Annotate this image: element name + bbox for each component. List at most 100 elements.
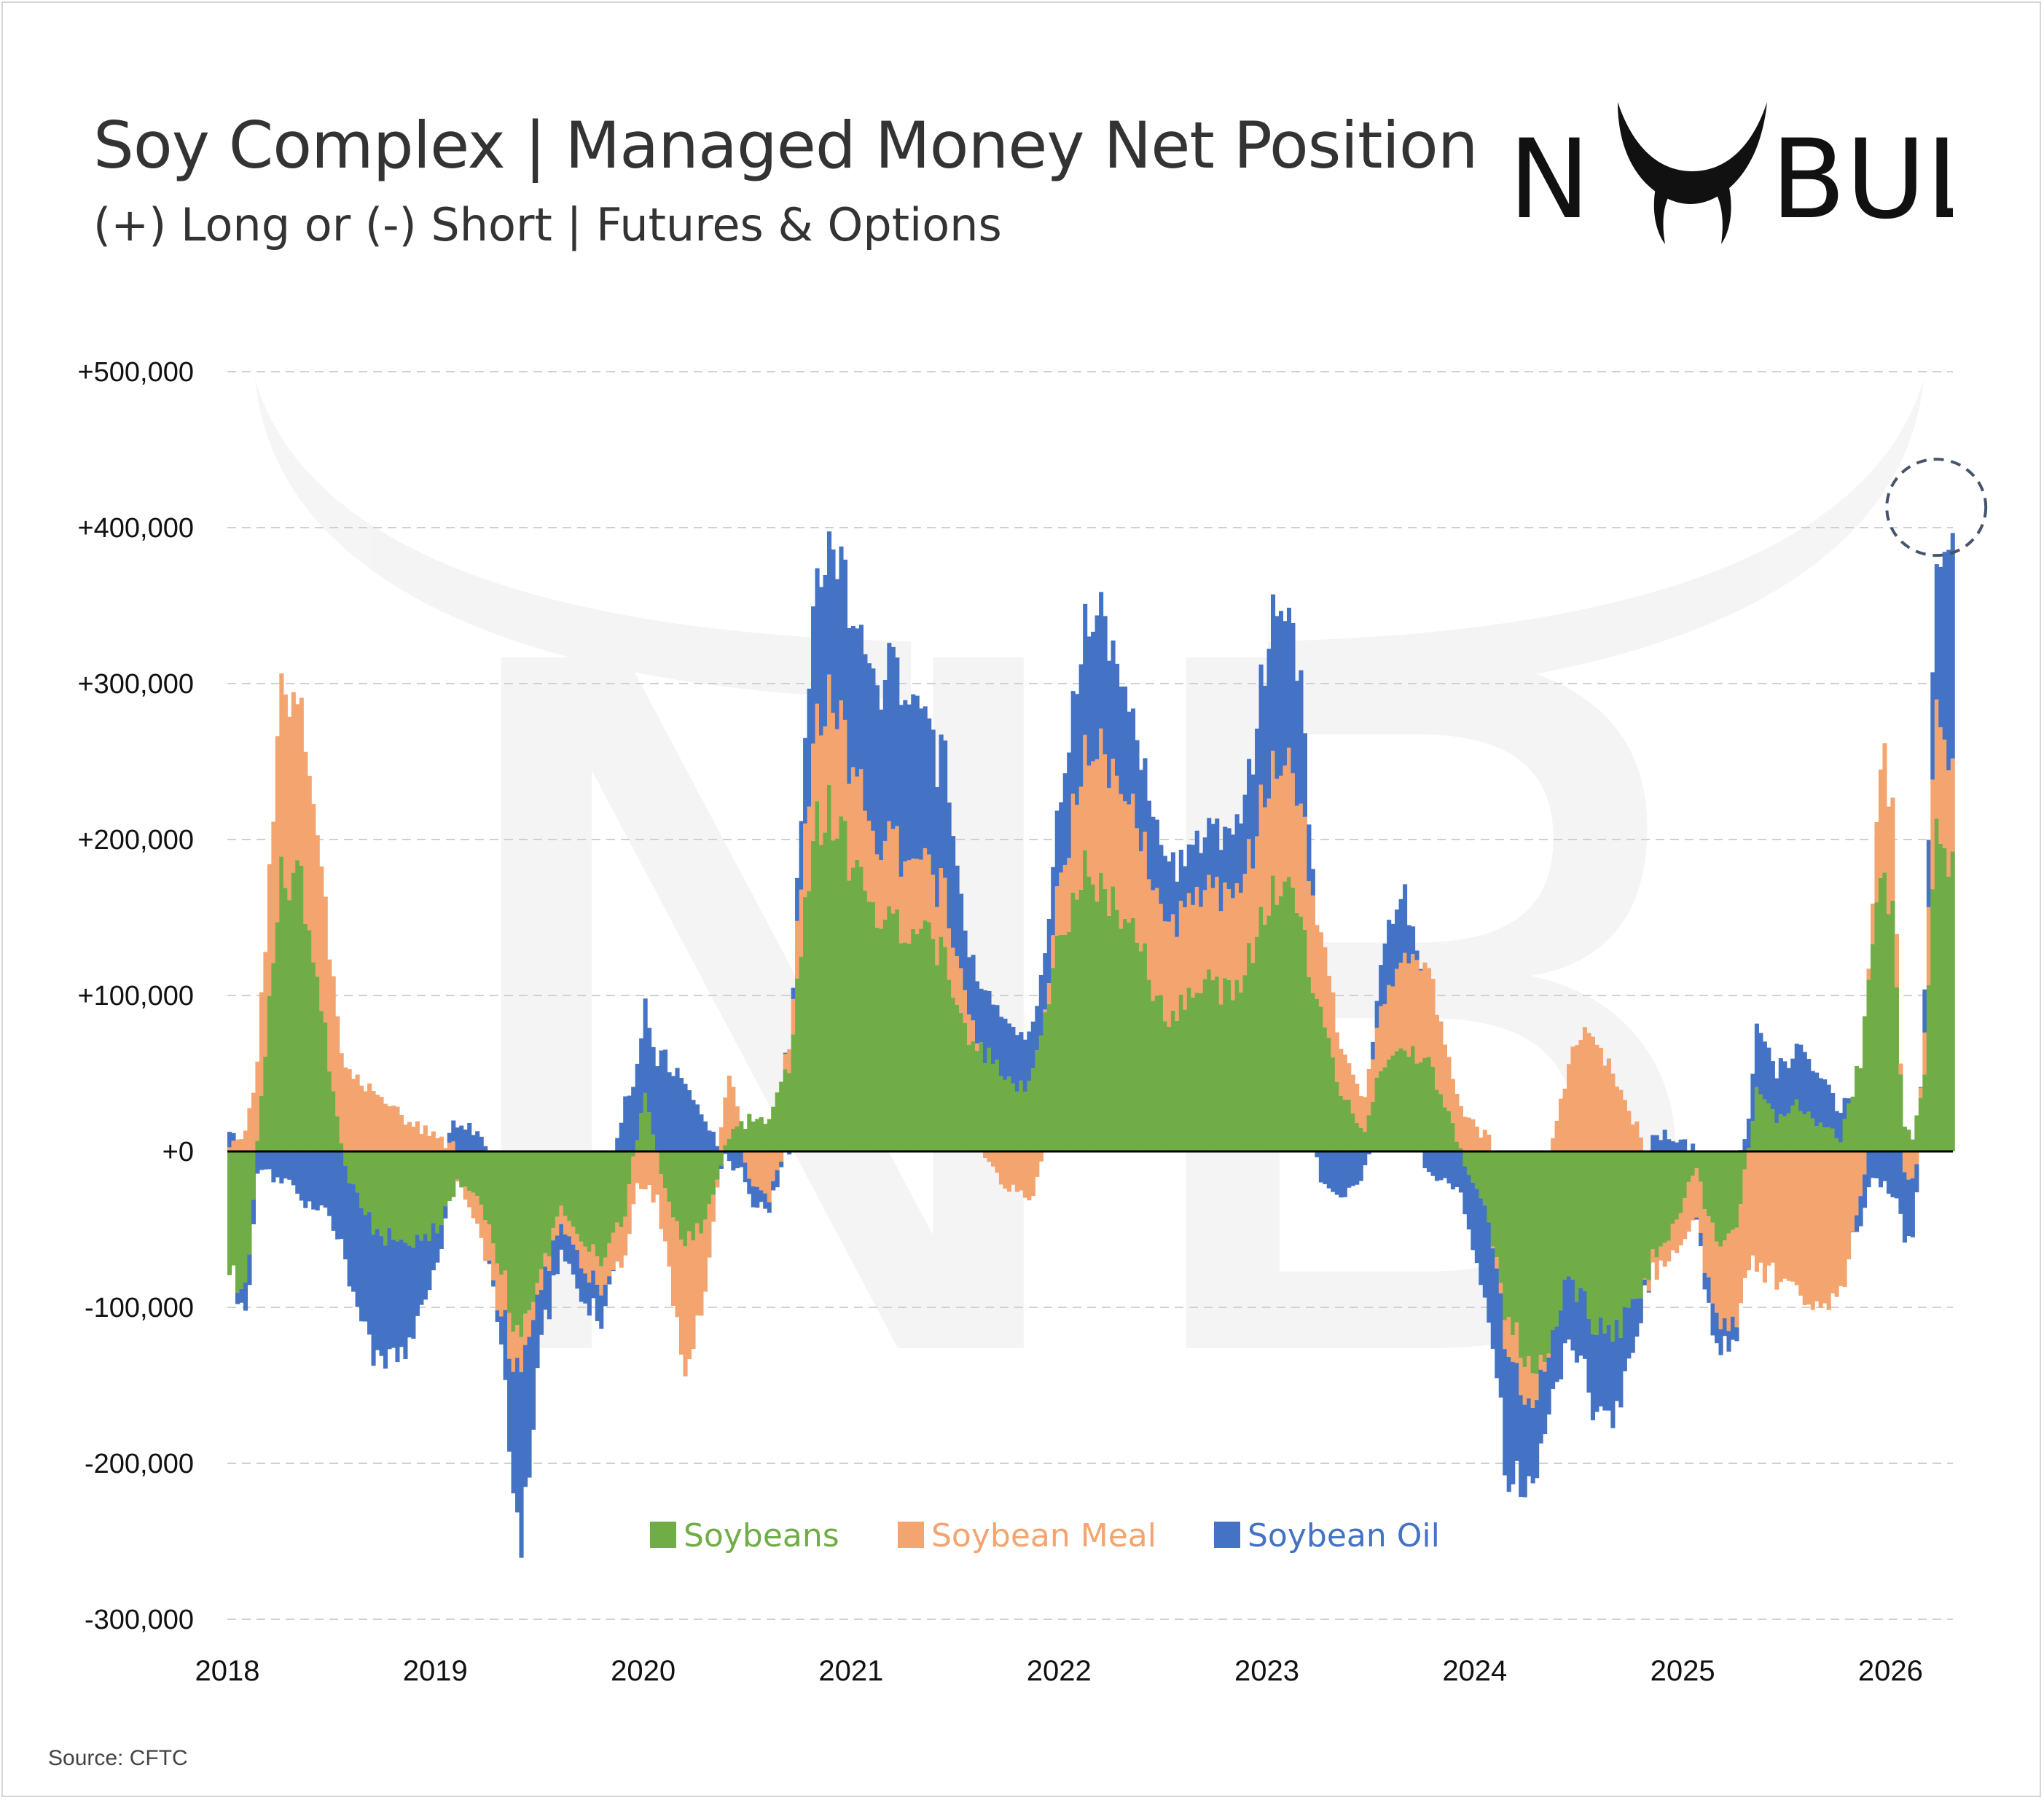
bar-segment [1659,1246,1664,1261]
bar-segment [1950,851,1955,1151]
bar-segment [1095,901,1100,1151]
bar-segment [1651,1135,1656,1151]
bar-segment [1882,1151,1887,1181]
bar-segment [1070,892,1076,1151]
bar-segment [1622,1151,1627,1307]
bar-segment [1715,1241,1720,1313]
bar-segment [475,1131,480,1151]
bar-segment [499,1275,504,1317]
bar-segment [483,1220,488,1261]
bar-segment [1794,1044,1799,1100]
bar-segment [1922,1074,1927,1151]
bar-segment [1874,1151,1879,1178]
bar-segment [1466,1117,1471,1151]
bar-segment [1538,1355,1543,1370]
bar-segment [819,587,824,736]
bar-segment [467,1191,472,1208]
bar-segment [619,1151,624,1228]
bar-segment [1099,592,1104,729]
bar-segment [755,1186,760,1208]
bar-segment [1675,1151,1680,1220]
bar-segment [607,1276,612,1285]
bar-segment [1691,1175,1696,1221]
bar-segment [495,1310,500,1322]
x-tick-label: 2022 [1027,1655,1092,1687]
bar-segment [998,1017,1003,1076]
bar-segment [1551,1151,1556,1330]
bar-segment [451,1120,456,1142]
bar-segment [947,979,952,1151]
bar-segment [1699,1233,1704,1247]
bar-segment [1278,896,1284,1151]
bar-segment [391,1239,396,1348]
bar-segment [1035,1006,1040,1051]
bar-segment [1770,1151,1775,1263]
bar-segment [1130,918,1136,1151]
bar-segment [799,889,804,957]
bar-segment [359,1085,364,1151]
bar-segment [1387,1059,1392,1151]
bar-segment [715,1179,720,1188]
bar-segment [1722,1151,1728,1241]
bar-segment [874,685,880,855]
bar-segment [671,1151,676,1218]
bar-segment [1223,882,1228,979]
bar-segment [1546,1151,1551,1354]
bar-segment [1059,934,1064,1151]
bar-segment [747,1178,752,1194]
bar-segment [1395,909,1400,969]
bar-segment [1003,1079,1008,1151]
bar-segment [467,1151,472,1191]
bar-segment [615,1222,620,1262]
bar-segment [1302,929,1307,1151]
bar-segment [1138,951,1144,1151]
bar-segment [1707,1277,1712,1303]
bar-segment [599,1295,604,1329]
legend-label: Soybean Oil [1248,1517,1440,1554]
bar-segment [1934,818,1939,1151]
bar-segment [1167,921,1172,1027]
bar-segment [863,891,868,1151]
bar-segment [1858,1151,1863,1197]
bar-segment [1046,983,1052,1004]
bar-segment [511,1151,516,1332]
bar-segment [519,1337,524,1372]
bar-segment [1403,884,1408,953]
bar-segment [811,840,816,1151]
bar-segment [982,990,988,1064]
bar-segment [1430,1066,1436,1151]
bar-segment [1350,1074,1355,1114]
x-axis: 2018 2019 2020 2021 2022 2023 2024 2025 2026 [195,1655,1923,1687]
bar-segment [1930,672,1935,780]
bar-segment [1646,1291,1651,1293]
bar-segment [855,628,860,777]
bar-segment [635,1151,640,1183]
bar-segment [775,1092,780,1151]
bar-segment [1127,804,1132,923]
bar-segment [271,1151,276,1183]
bar-segment [1527,1356,1532,1398]
bar-segment [1654,1135,1659,1151]
bar-segment [771,1106,776,1151]
bar-segment [427,1135,432,1151]
bar-segment [1667,1240,1672,1262]
y-tick-label: +200,000 [77,825,194,856]
bar-segment [259,1095,264,1151]
bar-segment [1474,1189,1479,1264]
bar-segment [1651,1151,1656,1250]
bar-segment [1543,1362,1548,1372]
bar-segment [1095,615,1100,759]
bar-segment [807,806,812,891]
bar-segment [647,1028,652,1113]
bar-segment [387,1228,392,1350]
bar-segment [1030,1151,1035,1197]
bar-segment [799,821,804,890]
bar-segment [315,977,320,1151]
bar-segment [343,1067,348,1151]
bar-segment [1490,1246,1495,1249]
bar-segment [1231,1000,1236,1151]
bar-segment [1231,834,1236,899]
bar-segment [1646,1151,1651,1280]
bar-segment [603,1257,608,1285]
bar-segment [331,1151,336,1231]
